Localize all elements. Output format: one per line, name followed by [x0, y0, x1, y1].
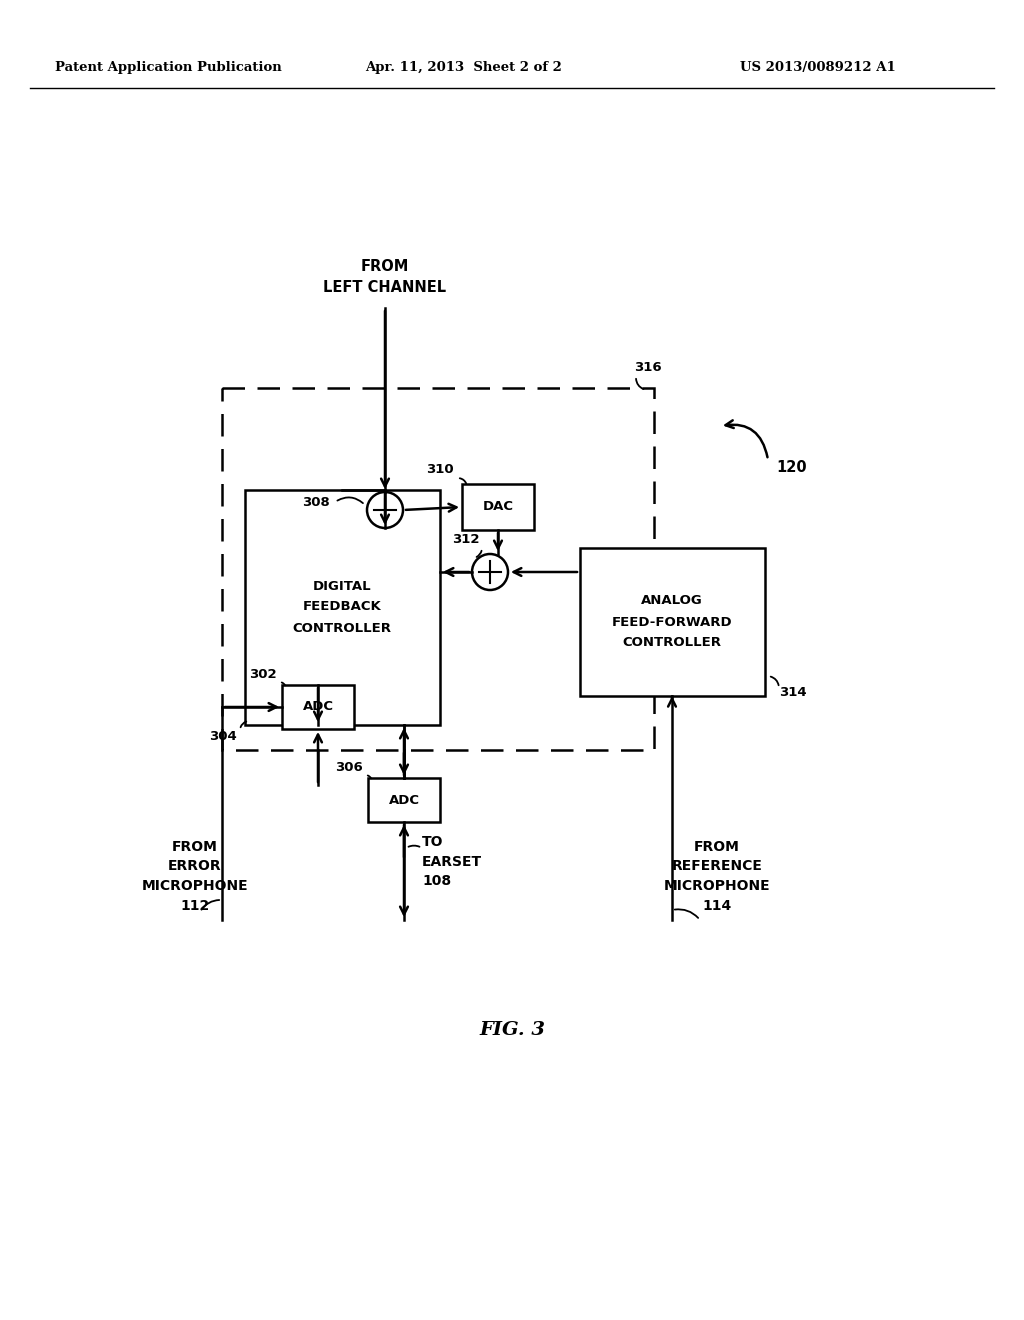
Bar: [368, 777, 440, 822]
Text: 314: 314: [779, 686, 807, 700]
Text: 306: 306: [335, 762, 362, 774]
Text: 120: 120: [776, 461, 807, 475]
Text: ADC: ADC: [388, 793, 420, 807]
Text: ADC: ADC: [302, 701, 334, 714]
Text: TO
EARSET
108: TO EARSET 108: [422, 836, 482, 888]
Text: 316: 316: [634, 360, 662, 374]
Bar: [462, 484, 534, 531]
Bar: [222, 388, 654, 750]
Text: DIGITAL
FEEDBACK
CONTROLLER: DIGITAL FEEDBACK CONTROLLER: [293, 579, 391, 635]
Text: 310: 310: [426, 463, 454, 477]
Text: 302: 302: [250, 668, 278, 681]
Text: FIG. 3: FIG. 3: [479, 1020, 545, 1039]
Text: FROM
LEFT CHANNEL: FROM LEFT CHANNEL: [324, 259, 446, 294]
Text: 312: 312: [453, 533, 480, 546]
Text: Apr. 11, 2013  Sheet 2 of 2: Apr. 11, 2013 Sheet 2 of 2: [365, 62, 562, 74]
Bar: [245, 490, 440, 725]
Text: 304: 304: [209, 730, 237, 743]
Text: FROM
ERROR
MICROPHONE
112: FROM ERROR MICROPHONE 112: [141, 840, 248, 912]
Bar: [580, 548, 765, 696]
Text: FROM
REFERENCE
MICROPHONE
114: FROM REFERENCE MICROPHONE 114: [664, 840, 770, 912]
Text: DAC: DAC: [482, 500, 513, 513]
Text: ANALOG
FEED-FORWARD
CONTROLLER: ANALOG FEED-FORWARD CONTROLLER: [611, 594, 732, 649]
Text: Patent Application Publication: Patent Application Publication: [55, 62, 282, 74]
Text: US 2013/0089212 A1: US 2013/0089212 A1: [740, 62, 896, 74]
Text: 308: 308: [302, 495, 330, 508]
Bar: [282, 685, 354, 729]
